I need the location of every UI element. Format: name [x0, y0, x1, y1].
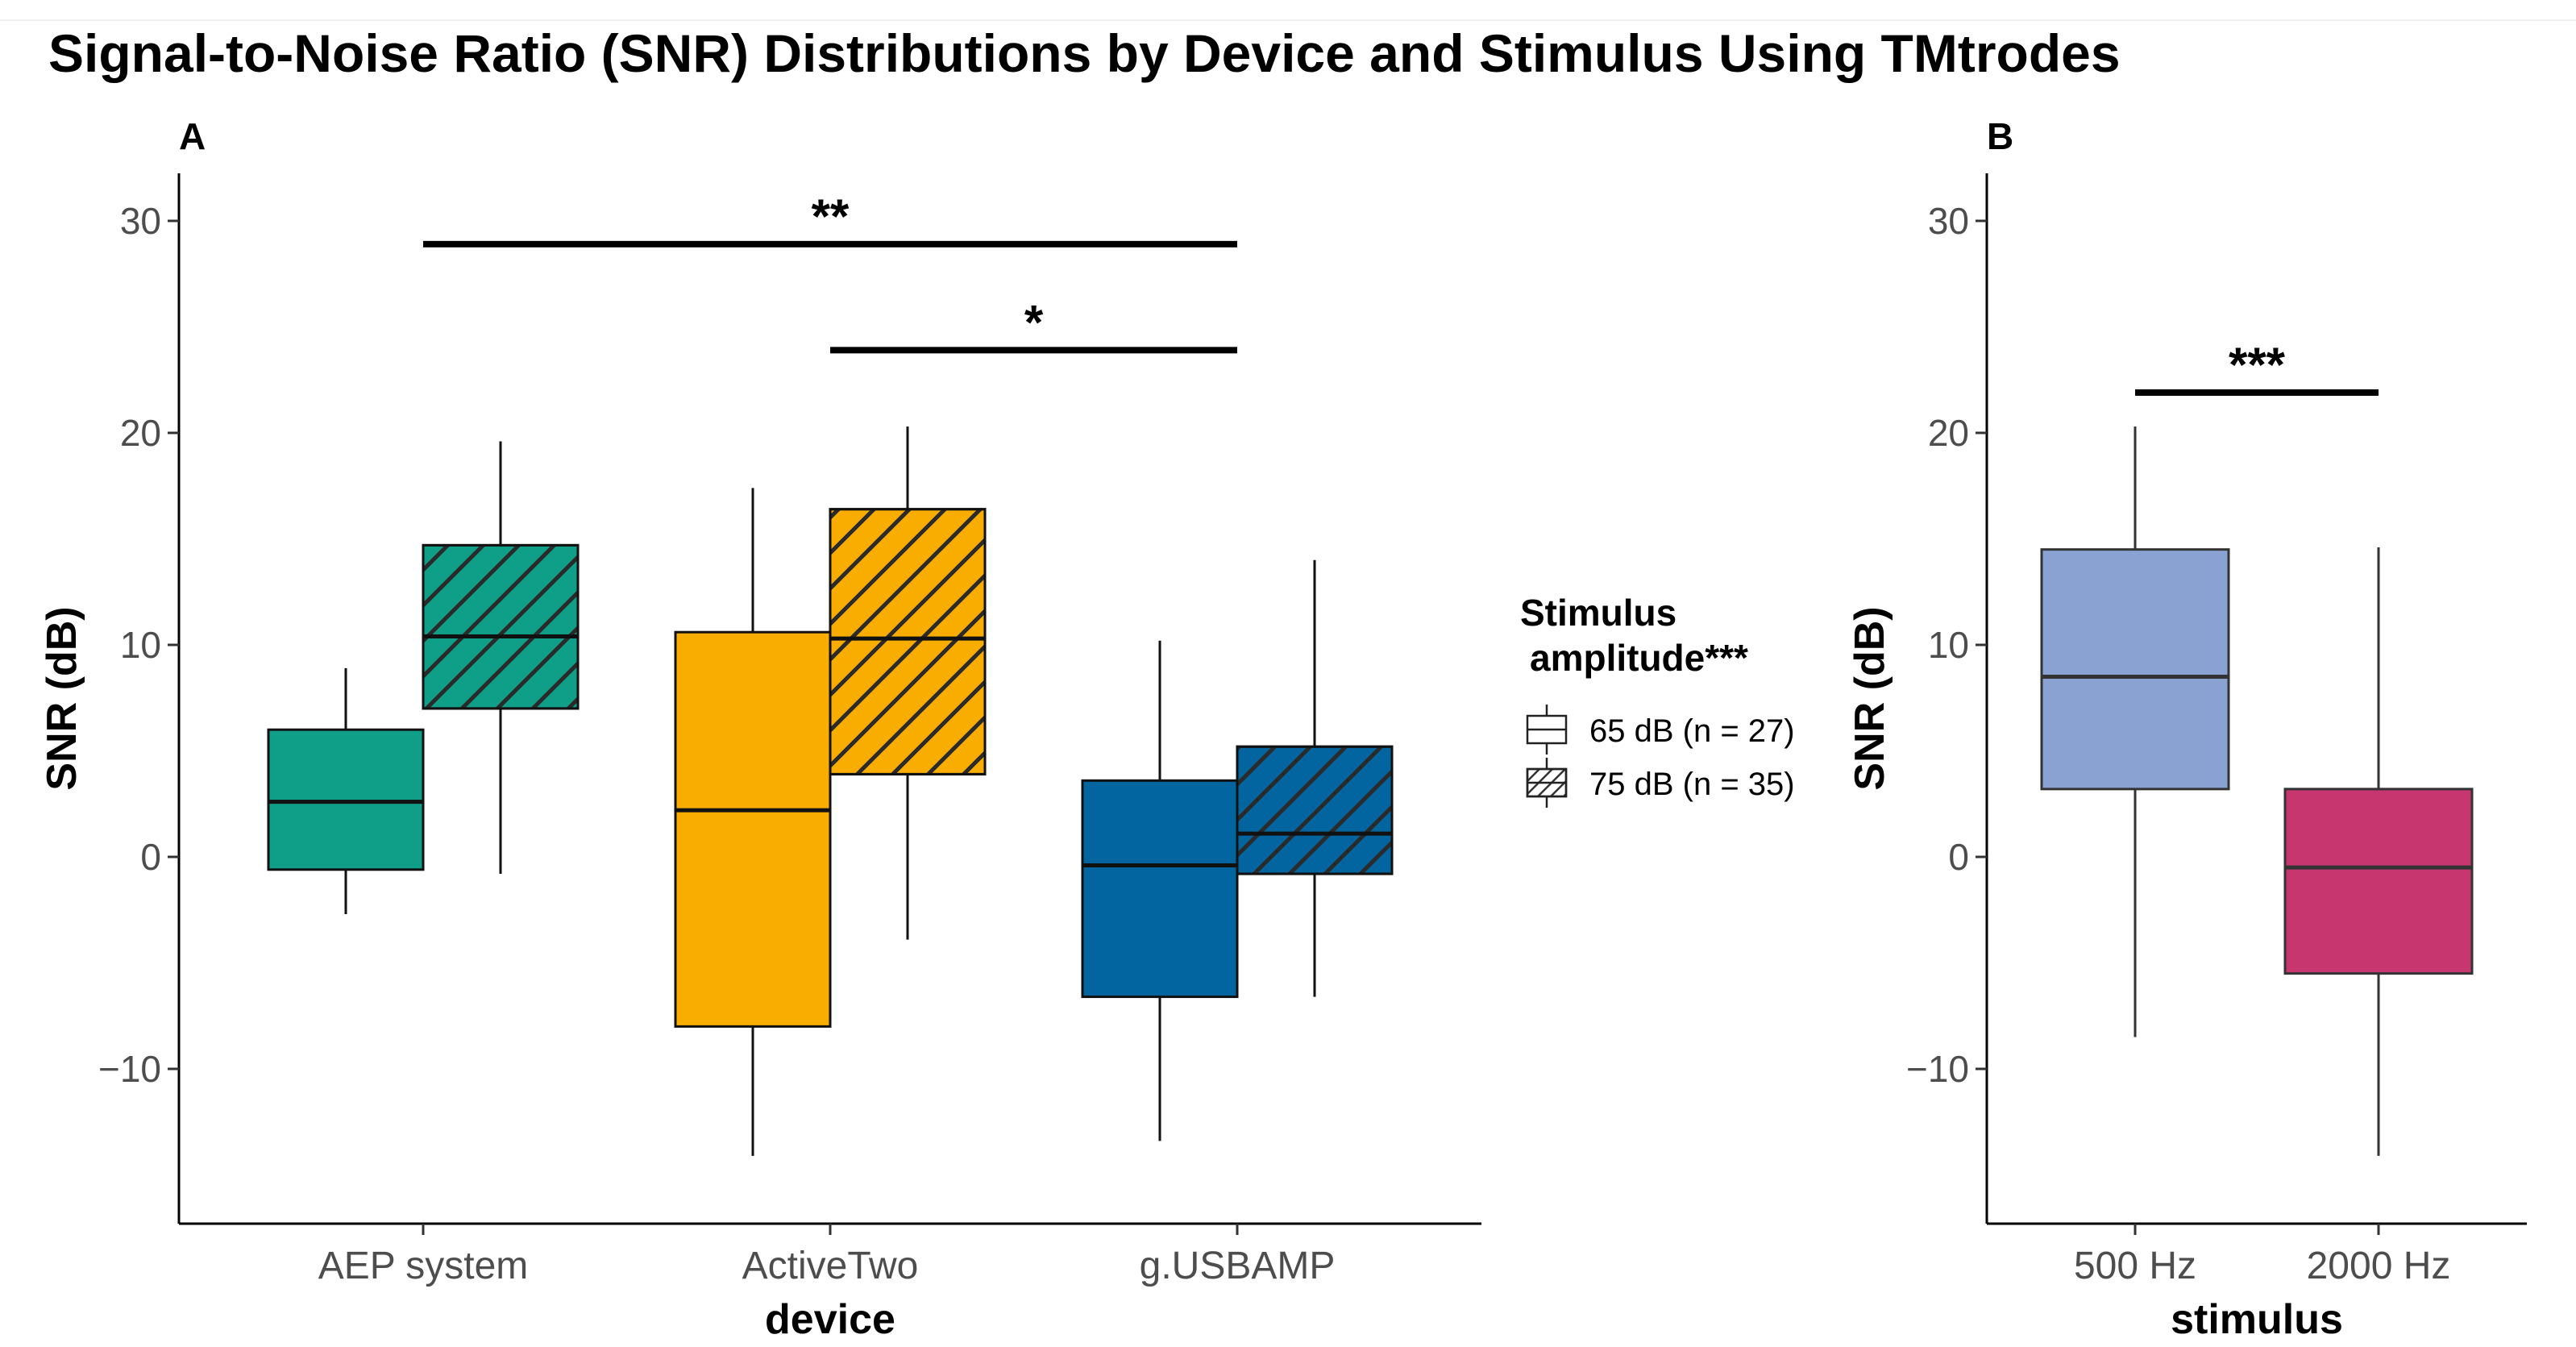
legend-key-2: [1526, 758, 1568, 808]
x-axis-title: device: [765, 1296, 895, 1343]
y-axis-title: SNR (dB): [1847, 606, 1893, 790]
panel-letter-b: B: [1987, 115, 2013, 157]
y-tick-label: −10: [1906, 1048, 1969, 1090]
panel-letter-a: A: [179, 115, 206, 157]
legend-key-1: [1526, 705, 1568, 755]
legend-title-line2: amplitude***: [1530, 637, 1748, 679]
legend-label: 75 dB (n = 35): [1589, 767, 1795, 802]
box-stripe-pattern: [1236, 745, 1394, 875]
y-axis-title: SNR (dB): [39, 606, 85, 790]
x-tick-label: ActiveTwo: [742, 1245, 919, 1287]
y-tick-label: 20: [120, 412, 161, 454]
significance-label: *: [1024, 295, 1044, 349]
legend-label: 65 dB (n = 27): [1589, 713, 1795, 749]
top-divider: [0, 19, 2576, 21]
box-stripe-pattern: [422, 543, 580, 710]
significance-label: **: [812, 189, 850, 243]
y-tick-label: −10: [98, 1048, 161, 1090]
y-tick-label: 0: [140, 836, 161, 878]
x-axis-title: stimulus: [2171, 1296, 2343, 1343]
x-tick-label: 500 Hz: [2074, 1245, 2196, 1287]
x-tick-label: AEP system: [318, 1245, 529, 1287]
x-tick-label: 2000 Hz: [2307, 1245, 2451, 1287]
y-tick-label: 30: [1928, 200, 1969, 242]
legend-title-line1: Stimulus: [1520, 592, 1676, 634]
box: [2283, 788, 2474, 975]
panel-a: A −10 0 10 20 30 AEP system ActiveTwo g.USBAMP de…: [39, 115, 1481, 1343]
significance-label: ***: [2229, 338, 2286, 392]
y-tick-label: 20: [1928, 412, 1969, 454]
panel-b: B −10 0 10 20 30 500 Hz 2000 Hz stimulus SNR (dB)…: [1847, 115, 2527, 1343]
box: [674, 630, 832, 1028]
box: [1081, 779, 1239, 999]
y-tick-label: 10: [1928, 624, 1969, 666]
box: [267, 728, 425, 871]
box-stripe-pattern: [829, 508, 987, 775]
chart-title: Signal-to-Noise Ratio (SNR) Distribution…: [48, 23, 2121, 83]
box: [2040, 548, 2230, 791]
y-tick-label: 10: [120, 624, 161, 666]
y-tick-label: 0: [1948, 836, 1969, 878]
y-tick-label: 30: [120, 200, 161, 242]
x-tick-label: g.USBAMP: [1140, 1245, 1336, 1287]
